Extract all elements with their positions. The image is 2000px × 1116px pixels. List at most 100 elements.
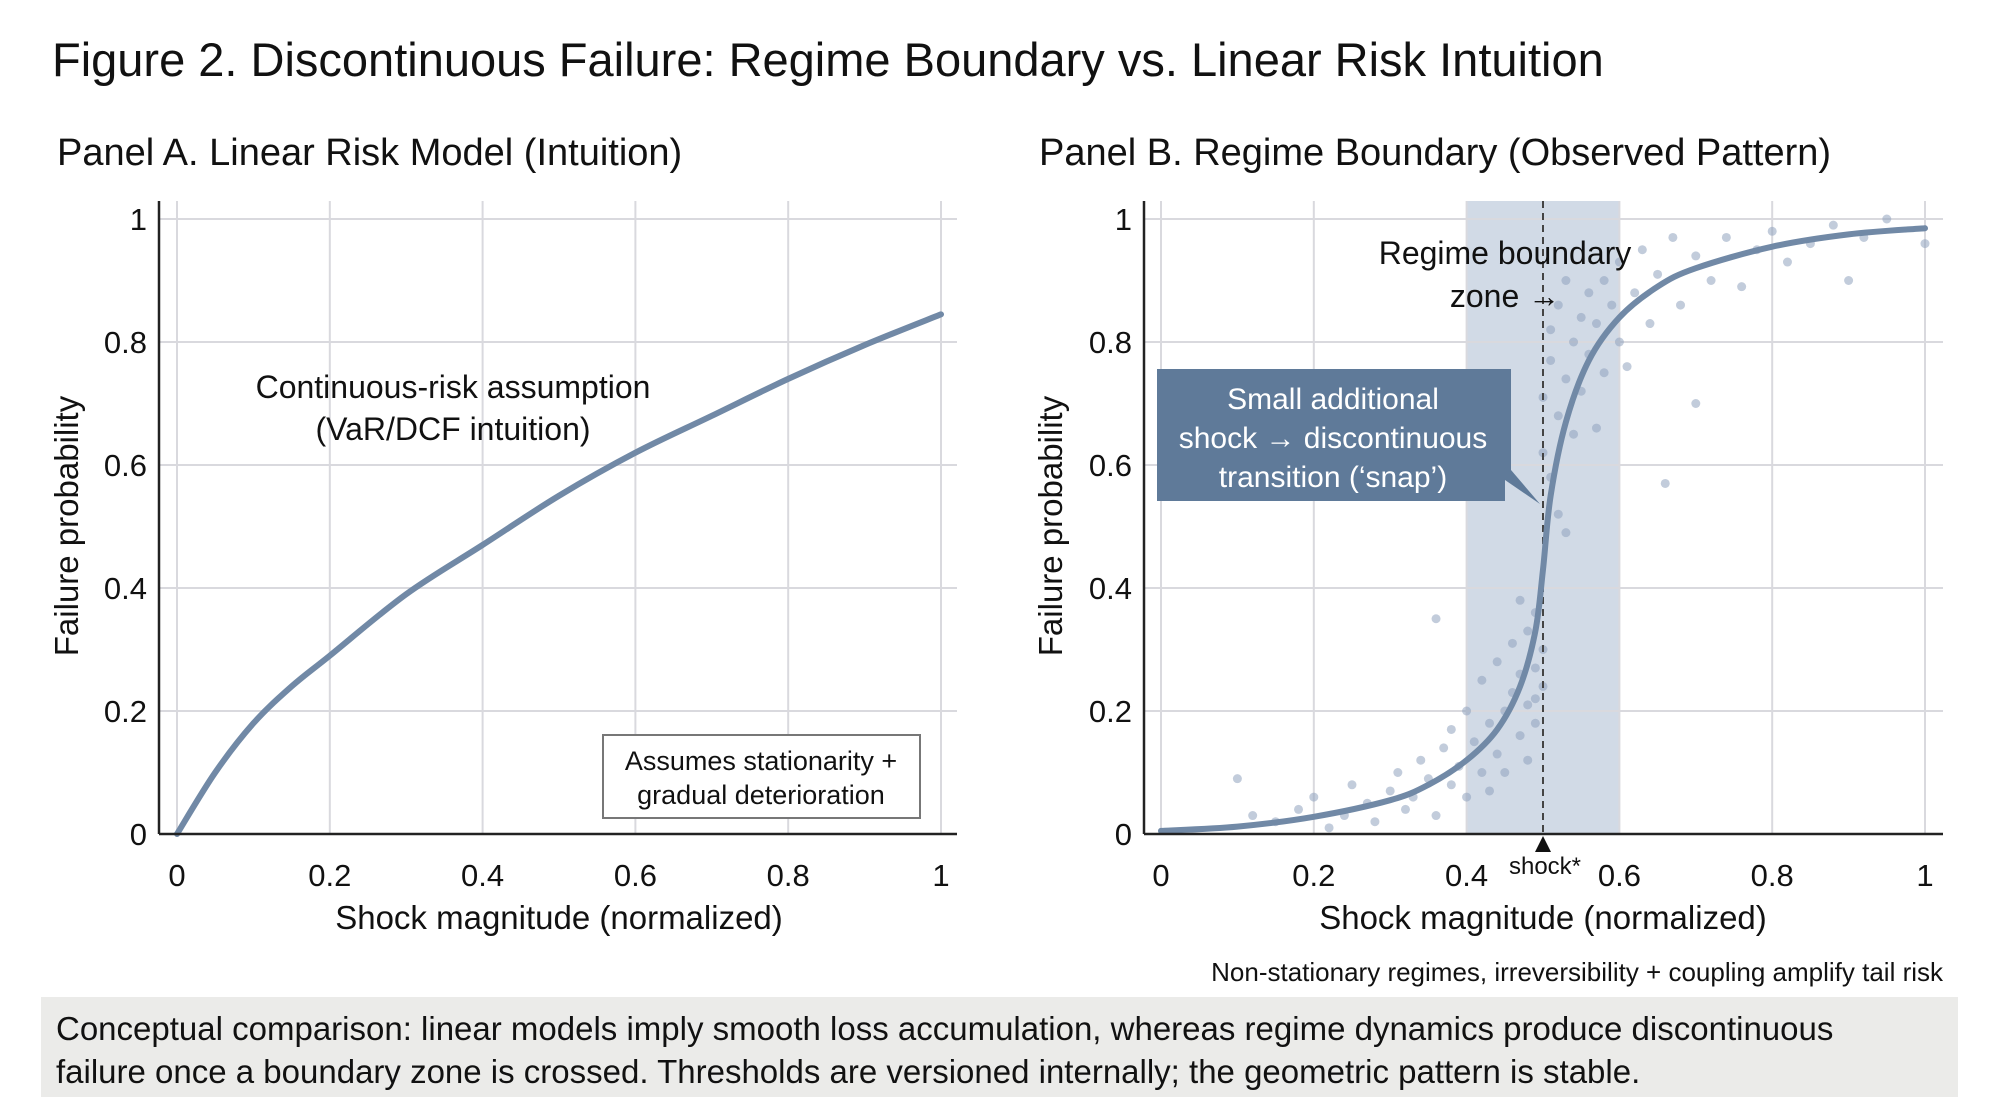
shock-label: shock* (1509, 853, 1581, 880)
scatter-point (1347, 780, 1357, 790)
scatter-point (1737, 282, 1747, 292)
y-tick-label: 0.6 (104, 448, 147, 483)
scatter-point (1538, 448, 1548, 458)
scatter-point (1492, 749, 1502, 759)
scatter-point (1530, 663, 1540, 673)
scatter-point (1691, 399, 1701, 408)
scatter-point (1767, 226, 1777, 236)
y-tick-label: 0.6 (1089, 448, 1132, 483)
scatter-point (1523, 700, 1533, 710)
curve-label-line2: (VaR/DCF intuition) (315, 411, 590, 447)
panel-b-xlabel: Shock magnitude (normalized) (1319, 899, 1767, 936)
x-tick-label: 0.2 (308, 858, 351, 893)
scatter-point (1530, 694, 1540, 704)
panel-b-title: Panel B. Regime Boundary (Observed Patte… (1039, 132, 1831, 174)
y-tick-label: 0.2 (104, 694, 147, 729)
scatter-point (1530, 718, 1540, 728)
scatter-point (1546, 325, 1556, 335)
caption-box (41, 997, 1958, 1097)
scatter-point (1446, 724, 1456, 734)
scatter-point (1622, 362, 1632, 372)
y-tick-label: 0 (1115, 817, 1132, 852)
assumption-line2: gradual deterioration (637, 780, 885, 810)
scatter-point (1462, 706, 1472, 716)
scatter-point (1462, 792, 1472, 802)
scatter-point (1782, 257, 1792, 267)
scatter-point (1515, 595, 1525, 605)
figure-title: Figure 2. Discontinuous Failure: Regime … (52, 33, 1604, 86)
zone-label-line1: Regime boundary (1379, 235, 1632, 271)
x-tick-label: 0.6 (1598, 858, 1641, 893)
zone-label-line2: zone → (1450, 278, 1560, 314)
curve-label-line1: Continuous-risk assumption (256, 369, 651, 405)
scatter-point (1477, 675, 1487, 685)
scatter-point (1614, 257, 1624, 267)
scatter-point (1370, 817, 1380, 827)
panel-a-curve (174, 311, 944, 837)
scatter-point (1507, 638, 1517, 648)
scatter-point (1446, 780, 1456, 790)
panel-a-xlabel: Shock magnitude (normalized) (335, 899, 783, 936)
x-tick-label: 0.8 (1751, 858, 1794, 893)
assumption-box (602, 734, 921, 819)
scatter-point (1591, 319, 1601, 329)
scatter-point (1553, 411, 1563, 421)
scatter-point (1400, 804, 1410, 814)
y-tick-label: 0.4 (104, 571, 147, 606)
panel-a-ticks: 0 0.2 0.4 0.6 0.8 1 0 0.2 0.4 0.6 0.8 1 (104, 202, 950, 893)
scatter-point (1485, 718, 1495, 728)
scatter-point (1439, 743, 1449, 753)
scatter-point (1431, 614, 1441, 624)
y-tick-label: 0.2 (1089, 694, 1132, 729)
scatter-point (1294, 804, 1304, 814)
panel-b-ylabel: Failure probability (1032, 395, 1069, 656)
scatter-point (1515, 731, 1525, 741)
callout-line3: transition (‘snap’) (1219, 461, 1447, 494)
scatter-point (1882, 214, 1892, 224)
callout-line1: Small additional (1227, 383, 1439, 416)
scatter-point (1828, 220, 1838, 230)
scatter-point (1485, 786, 1495, 796)
scatter-point (1645, 319, 1655, 329)
panel-a: Panel A. Linear Risk Model (Intuition) 0… (48, 132, 957, 936)
callout-box (1157, 369, 1540, 504)
scatter-point (1630, 288, 1640, 298)
caption-line2: failure once a boundary zone is crossed.… (56, 1053, 1640, 1090)
scatter-point (1416, 755, 1426, 765)
assumption-line1: Assumes stationarity + (625, 746, 897, 776)
scatter-point (1569, 337, 1579, 347)
scatter-point (1637, 245, 1647, 255)
y-tick-label: 0.8 (104, 325, 147, 360)
panel-b-ticks: 0 0.2 0.4 0.6 0.8 1 0 0.2 0.4 0.6 0.8 1 (1089, 202, 1934, 893)
scatter-point (1561, 528, 1571, 538)
x-tick-label: 1 (932, 858, 949, 893)
scatter-point (1653, 269, 1663, 279)
scatter-point (1324, 823, 1334, 833)
scatter-point (1844, 276, 1854, 285)
x-tick-label: 0.2 (1292, 858, 1335, 893)
y-tick-label: 1 (130, 202, 147, 237)
scatter-point (1546, 355, 1556, 365)
scatter-point (1920, 239, 1930, 249)
scatter-point (1599, 276, 1609, 285)
scatter-point (1523, 755, 1533, 765)
scatter-point (1614, 337, 1624, 347)
scatter-point (1706, 276, 1716, 285)
scatter-point (1676, 300, 1686, 310)
scatter-point (1591, 423, 1601, 433)
snap-callout: Small additional shock → discontinuous t… (1157, 369, 1540, 504)
x-tick-label: 0.4 (461, 858, 504, 893)
scatter-point (1584, 288, 1594, 298)
scatter-point (1523, 626, 1533, 636)
scatter-point (1569, 429, 1579, 439)
scatter-point (1393, 768, 1403, 777)
scatter-point (1477, 768, 1487, 777)
x-tick-label: 0 (1152, 858, 1169, 893)
scatter-point (1492, 657, 1502, 667)
scatter-point (1599, 368, 1609, 378)
panel-a-ylabel: Failure probability (48, 395, 85, 656)
y-tick-label: 0.4 (1089, 571, 1132, 606)
scatter-point (1385, 786, 1395, 796)
scatter-point (1691, 251, 1701, 261)
